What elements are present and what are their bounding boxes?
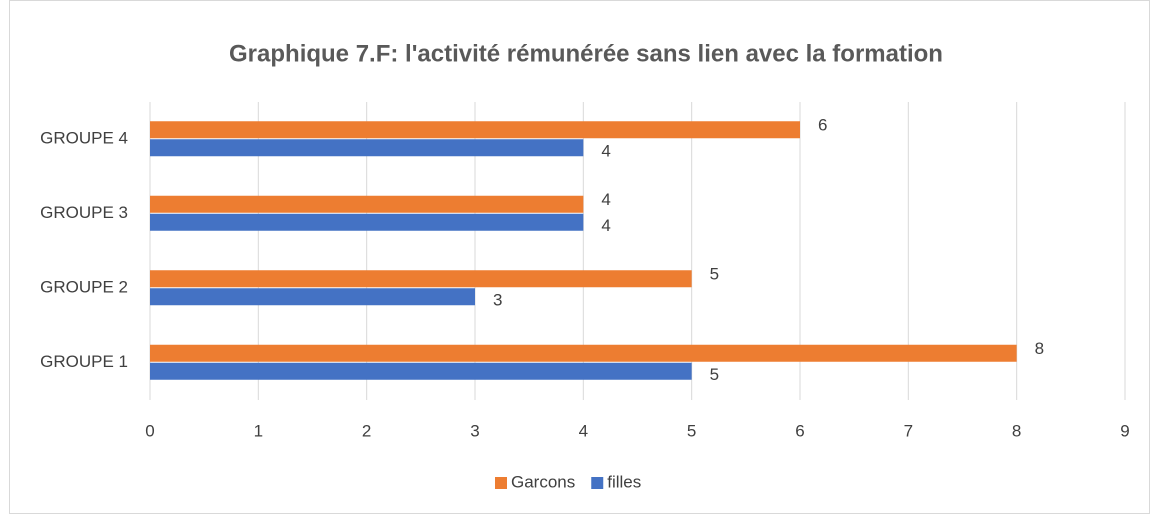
bar xyxy=(150,139,584,157)
data-label: 4 xyxy=(601,216,610,235)
x-tick-label: 1 xyxy=(254,421,263,440)
x-tick-label: 8 xyxy=(1012,421,1021,440)
x-tick-label: 6 xyxy=(795,421,804,440)
y-tick-label: GROUPE 4 xyxy=(40,129,128,148)
x-tick-label: 3 xyxy=(470,421,479,440)
legend-label: Garcons xyxy=(511,472,575,491)
y-tick-label: GROUPE 1 xyxy=(40,352,128,371)
x-tick-label: 5 xyxy=(687,421,696,440)
bar xyxy=(150,362,692,380)
bar xyxy=(150,195,584,213)
bar xyxy=(150,288,475,306)
x-tick-label: 2 xyxy=(362,421,371,440)
x-tick-label: 4 xyxy=(579,421,588,440)
data-label: 8 xyxy=(1035,339,1044,358)
chart-title: Graphique 7.F: l'activité rémunérée sans… xyxy=(229,40,943,67)
bar xyxy=(150,270,692,288)
legend-label: filles xyxy=(607,472,641,491)
bar xyxy=(150,213,584,231)
chart-border xyxy=(9,0,1150,514)
data-label: 5 xyxy=(710,265,719,284)
bar xyxy=(150,121,800,139)
data-label: 5 xyxy=(710,365,719,384)
data-label: 6 xyxy=(818,116,827,135)
legend-swatch xyxy=(591,477,604,489)
data-label: 4 xyxy=(601,190,610,209)
y-tick-label: GROUPE 3 xyxy=(40,203,128,222)
x-tick-label: 9 xyxy=(1120,421,1129,440)
y-tick-label: GROUPE 2 xyxy=(40,278,128,297)
bar xyxy=(150,344,1017,362)
data-label: 4 xyxy=(601,142,610,161)
x-tick-label: 0 xyxy=(145,421,154,440)
legend-swatch xyxy=(495,477,507,489)
x-tick-label: 7 xyxy=(904,421,913,440)
data-label: 3 xyxy=(493,291,502,310)
